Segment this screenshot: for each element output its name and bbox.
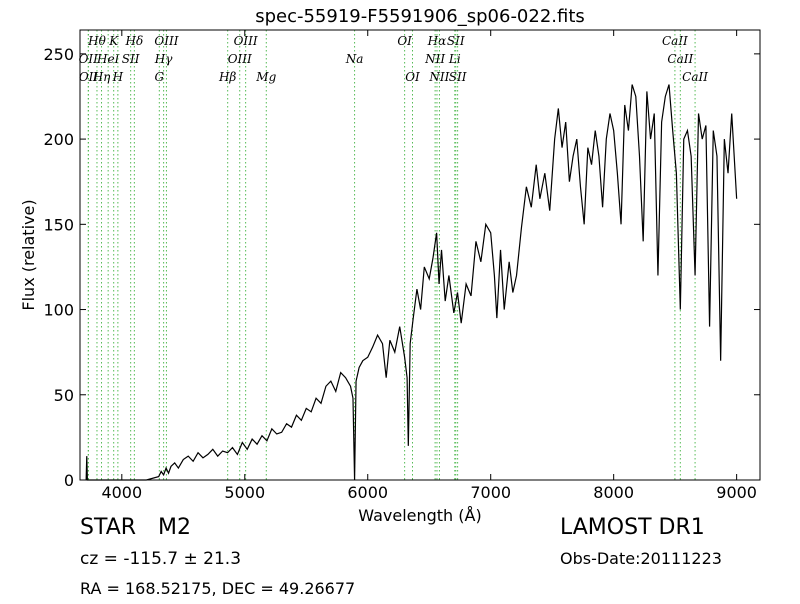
spectral-line-label: OIII — [234, 34, 258, 48]
plot-frame — [79, 29, 761, 481]
y-tick-label: 50 — [54, 386, 74, 405]
spectral-line-label: K — [108, 34, 119, 48]
chart-title: spec-55919-F5591906_sp06-022.fits — [255, 6, 585, 27]
redshift: cz = -115.7 ± 21.3 — [80, 549, 241, 569]
x-tick-label: 5000 — [224, 483, 265, 502]
spectral-line-label: Hθ — [87, 34, 106, 48]
y-tick-label: 100 — [43, 301, 74, 320]
spectral-line-label: OIII — [154, 34, 178, 48]
subclass: M2 — [158, 515, 191, 540]
x-tick-label: 8000 — [593, 483, 634, 502]
y-tick-label: 0 — [64, 471, 74, 490]
spectrum-line — [85, 84, 738, 481]
spectral-line-label: CaII — [662, 34, 688, 48]
spectral-line-label: SII — [447, 34, 465, 48]
spectral-line-label: CaII — [682, 70, 708, 84]
x-tick-label: 6000 — [347, 483, 388, 502]
x-tick-label: 9000 — [716, 483, 757, 502]
spectral-line-label: OIII — [228, 52, 252, 66]
spectral-line-label: CaII — [667, 52, 693, 66]
spectral-line-label: SII — [122, 52, 140, 66]
object-class: STAR — [80, 515, 136, 540]
x-tick-label: 7000 — [470, 483, 511, 502]
spectral-line-label: G — [155, 70, 165, 84]
x-tick-label: 4000 — [101, 483, 142, 502]
spectral-line-label: Hα — [427, 34, 447, 48]
coordinates: RA = 168.52175, DEC = 49.26677 — [80, 579, 355, 598]
spectral-line-label: Hη — [92, 70, 111, 84]
spectral-line-label: OII — [79, 70, 99, 84]
spectral-line-label: NII — [428, 70, 449, 84]
x-axis-label: Wavelength (Å) — [358, 506, 481, 525]
spectral-line-label: SII — [449, 70, 467, 84]
y-tick-label: 250 — [43, 45, 74, 64]
y-axis-label: Flux (relative) — [19, 199, 38, 310]
survey: LAMOST DR1 — [560, 515, 705, 540]
spectral-line-label: OI — [405, 70, 420, 84]
spectral-line-label: Hβ — [218, 70, 236, 84]
spectral-line-label: NII — [424, 52, 445, 66]
spectral-line-label: OI — [397, 34, 412, 48]
spectral-line-label: Hδ — [124, 34, 143, 48]
spectral-line-label: Hγ — [154, 52, 173, 66]
obs-date: Obs-Date:20111223 — [560, 549, 722, 568]
y-tick-label: 200 — [43, 130, 74, 149]
spectral-line-label: Li — [448, 52, 461, 66]
spectral-line-label: Na — [345, 52, 364, 66]
spectral-line-label: HeI — [96, 52, 120, 66]
y-tick-label: 150 — [43, 215, 74, 234]
spectral-line-label: H — [112, 70, 124, 84]
spectral-line-label: Mg — [255, 70, 276, 84]
